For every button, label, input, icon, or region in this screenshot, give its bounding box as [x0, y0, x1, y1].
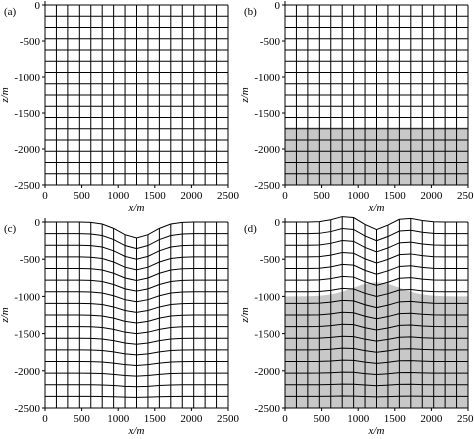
y-axis-label: z/m	[239, 307, 251, 323]
y-axis-label: z/m	[239, 87, 251, 103]
y-axis-label: z/m	[0, 87, 11, 103]
x-axis-label: x/m	[128, 202, 145, 214]
y-tick-label: -1000	[254, 291, 280, 303]
x-tick-label: 1000	[347, 413, 370, 425]
x-tick-label: 0	[42, 190, 48, 202]
x-tick-label: 1500	[144, 190, 167, 202]
y-tick-label: 0	[275, 0, 281, 12]
y-tick-label: -1000	[254, 72, 280, 84]
y-tick-label: -2000	[14, 366, 40, 378]
x-tick-label: 500	[73, 190, 90, 202]
x-axis-label: x/m	[128, 425, 145, 437]
x-tick-label: 1000	[347, 190, 370, 202]
x-tick-label: 1000	[107, 190, 130, 202]
y-tick-label: -1500	[14, 108, 40, 120]
y-tick-label: 0	[35, 0, 41, 12]
y-tick-label: -500	[20, 36, 41, 48]
x-tick-label: 2000	[180, 190, 203, 202]
x-tick-label: 2000	[420, 413, 443, 425]
x-tick-label: 1500	[384, 413, 407, 425]
x-tick-label: 1000	[107, 413, 130, 425]
x-tick-label: 2500	[217, 190, 240, 202]
y-tick-label: -2500	[14, 180, 40, 192]
panel-label: (d)	[244, 223, 257, 235]
y-tick-label: -2500	[14, 403, 40, 415]
y-tick-label: -1500	[14, 329, 40, 341]
y-tick-label: -1500	[254, 108, 280, 120]
x-tick-label: 0	[282, 413, 288, 425]
panel-label: (c)	[4, 223, 17, 235]
x-axis-label: x/m	[368, 202, 385, 214]
x-tick-label: 500	[313, 413, 330, 425]
y-tick-label: -1000	[14, 72, 40, 84]
x-tick-label: 2500	[217, 413, 240, 425]
x-tick-label: 2500	[457, 190, 474, 202]
y-tick-label: -1000	[14, 291, 40, 303]
x-tick-label: 1500	[384, 190, 407, 202]
x-tick-label: 2000	[420, 190, 443, 202]
y-tick-label: -2500	[254, 180, 280, 192]
y-tick-label: -2000	[254, 144, 280, 156]
mesh-row-line	[45, 221, 228, 239]
x-tick-label: 500	[313, 190, 330, 202]
x-axis-label: x/m	[368, 425, 385, 437]
y-tick-label: -500	[260, 254, 281, 266]
panel-label: (a)	[4, 6, 17, 18]
y-tick-label: 0	[35, 217, 41, 229]
panel-label: (b)	[244, 6, 257, 18]
y-tick-label: -500	[20, 254, 41, 266]
y-tick-label: -2000	[254, 366, 280, 378]
y-axis-label: z/m	[0, 307, 11, 323]
x-tick-label: 500	[73, 413, 90, 425]
x-tick-label: 2500	[457, 413, 474, 425]
x-tick-label: 1500	[144, 413, 167, 425]
x-tick-label: 2000	[180, 413, 203, 425]
x-tick-label: 0	[42, 413, 48, 425]
mesh-row-line	[285, 216, 468, 231]
x-tick-label: 0	[282, 190, 288, 202]
y-tick-label: -500	[260, 36, 281, 48]
y-tick-label: -2000	[14, 144, 40, 156]
y-tick-label: 0	[275, 217, 281, 229]
y-tick-label: -2500	[254, 403, 280, 415]
y-tick-label: -1500	[254, 329, 280, 341]
